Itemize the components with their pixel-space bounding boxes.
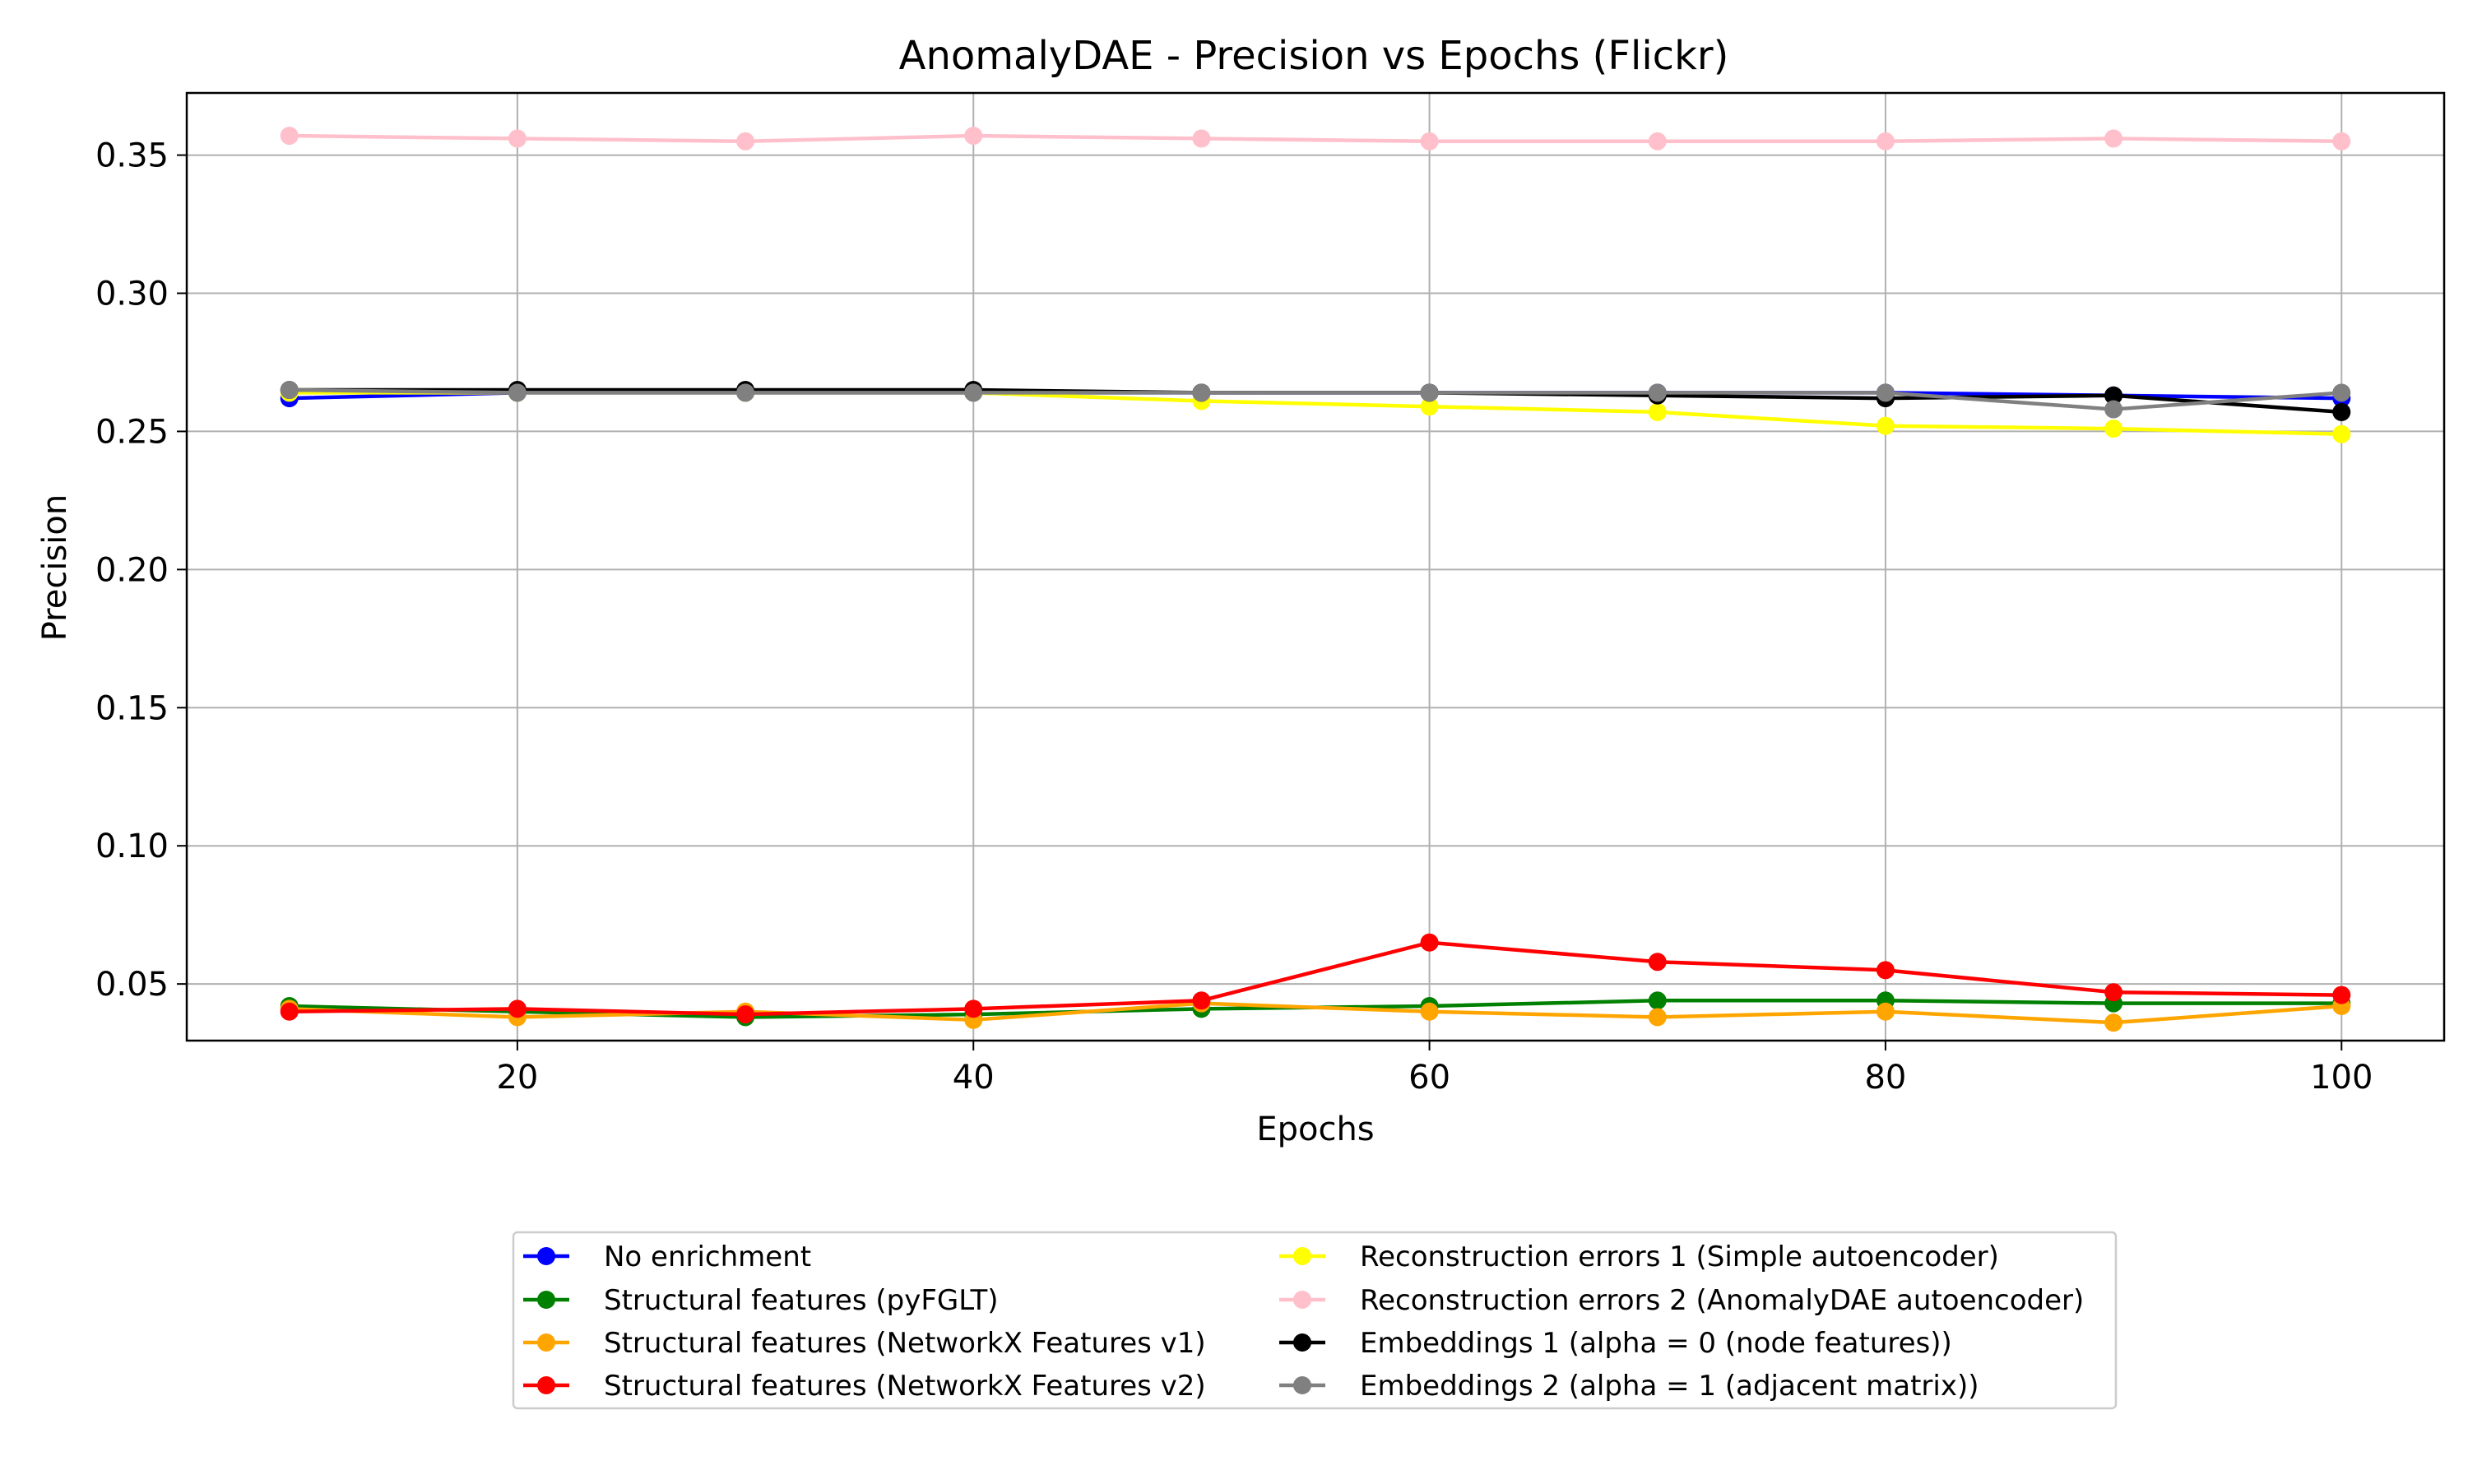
data-point bbox=[736, 383, 755, 402]
legend-swatch-marker bbox=[537, 1376, 555, 1394]
data-point bbox=[2332, 383, 2351, 402]
legend-label: Reconstruction errors 2 (AnomalyDAE auto… bbox=[1360, 1284, 2084, 1317]
legend-swatch-marker bbox=[537, 1291, 555, 1309]
data-point bbox=[1192, 991, 1211, 1010]
x-tick-label: 20 bbox=[496, 1059, 538, 1097]
data-point bbox=[1876, 416, 1895, 435]
data-point bbox=[736, 1005, 755, 1024]
data-point bbox=[1420, 383, 1439, 402]
legend: No enrichment Structural features (pyFGLT… bbox=[512, 1231, 2118, 1410]
data-point bbox=[2332, 985, 2351, 1004]
legend-swatch-marker bbox=[1293, 1247, 1311, 1265]
legend-entry-4: Reconstruction errors 1 (Simple autoenco… bbox=[1279, 1241, 1999, 1273]
data-point bbox=[1648, 953, 1667, 972]
data-point bbox=[1876, 132, 1895, 151]
data-point bbox=[2104, 129, 2123, 148]
data-point bbox=[2104, 420, 2123, 438]
legend-label: Reconstruction errors 1 (Simple autoenco… bbox=[1360, 1241, 1999, 1273]
data-point bbox=[2332, 424, 2351, 443]
legend-entry-0: No enrichment bbox=[523, 1241, 811, 1273]
data-point bbox=[280, 381, 299, 400]
legend-entry-2: Structural features (NetworkX Features v… bbox=[523, 1327, 1206, 1360]
data-point bbox=[1420, 1002, 1439, 1021]
x-tick-label: 60 bbox=[1408, 1059, 1450, 1097]
data-point bbox=[1420, 397, 1439, 416]
data-point bbox=[1648, 1008, 1667, 1027]
legend-swatch-marker bbox=[537, 1247, 555, 1265]
data-point bbox=[2104, 386, 2123, 405]
data-point bbox=[1876, 961, 1895, 980]
legend-swatch-marker bbox=[537, 1333, 555, 1352]
data-point bbox=[508, 129, 527, 148]
data-point bbox=[736, 132, 755, 151]
x-tick-label: 100 bbox=[2310, 1059, 2373, 1097]
legend-swatch-marker bbox=[1293, 1291, 1311, 1309]
chart-title: AnomalyDAE - Precision vs Epochs (Flickr… bbox=[899, 33, 1729, 79]
legend-entry-6: Embeddings 1 (alpha = 0 (node features)) bbox=[1279, 1327, 1952, 1360]
data-point bbox=[1420, 132, 1439, 151]
series-line bbox=[287, 1001, 2344, 1025]
x-tick-label: 40 bbox=[953, 1059, 995, 1097]
data-point bbox=[1420, 933, 1439, 952]
data-point bbox=[1876, 383, 1895, 402]
legend-entry-1: Structural features (pyFGLT) bbox=[523, 1284, 999, 1317]
data-point bbox=[1648, 991, 1667, 1010]
y-tick-label: 0.05 bbox=[95, 966, 169, 1004]
series-line bbox=[287, 940, 2344, 1017]
data-point bbox=[2332, 402, 2351, 421]
x-tick-label: 80 bbox=[1864, 1059, 1906, 1097]
data-point bbox=[1648, 132, 1667, 151]
series-7 bbox=[280, 381, 2351, 419]
y-tick-label: 0.10 bbox=[95, 828, 169, 865]
legend-label: Embeddings 2 (alpha = 1 (adjacent matrix… bbox=[1360, 1370, 1979, 1403]
plot-frame bbox=[185, 91, 2446, 1042]
data-point bbox=[1648, 383, 1667, 402]
data-point bbox=[964, 383, 983, 402]
y-tick-label: 0.30 bbox=[95, 275, 169, 313]
data-point bbox=[2104, 983, 2123, 1002]
legend-entry-3: Structural features (NetworkX Features v… bbox=[523, 1370, 1206, 1403]
y-tick-label: 0.20 bbox=[95, 551, 169, 589]
data-point bbox=[1192, 129, 1211, 148]
legend-swatch-marker bbox=[1293, 1376, 1311, 1394]
x-axis-label: Epochs bbox=[1256, 1111, 1374, 1148]
data-point bbox=[1876, 1002, 1895, 1021]
data-point bbox=[964, 127, 983, 146]
y-tick-label: 0.35 bbox=[95, 137, 169, 175]
y-tick-label: 0.25 bbox=[95, 413, 169, 451]
y-axis-label: Precision bbox=[36, 494, 74, 641]
series-line bbox=[287, 133, 2344, 144]
data-point bbox=[1192, 383, 1211, 402]
legend-entry-5: Reconstruction errors 2 (AnomalyDAE auto… bbox=[1279, 1284, 2084, 1317]
data-point bbox=[2104, 400, 2123, 419]
legend-label: Structural features (pyFGLT) bbox=[604, 1284, 999, 1317]
data-point bbox=[508, 999, 527, 1018]
data-point bbox=[2104, 1013, 2123, 1032]
legend-entry-7: Embeddings 2 (alpha = 1 (adjacent matrix… bbox=[1279, 1370, 1979, 1403]
series-line bbox=[287, 387, 2344, 411]
data-point bbox=[508, 383, 527, 402]
y-tick-label: 0.15 bbox=[95, 689, 169, 727]
series-5 bbox=[280, 127, 2351, 151]
data-point bbox=[280, 1002, 299, 1021]
legend-frame bbox=[512, 1231, 2118, 1410]
data-point bbox=[2332, 132, 2351, 151]
data-point bbox=[1648, 402, 1667, 421]
data-point bbox=[964, 999, 983, 1018]
legend-label: No enrichment bbox=[604, 1241, 811, 1273]
legend-swatch-marker bbox=[1293, 1333, 1311, 1352]
legend-label: Structural features (NetworkX Features v… bbox=[604, 1327, 1206, 1360]
data-point bbox=[280, 127, 299, 146]
series-3 bbox=[280, 933, 2351, 1024]
legend-label: Embeddings 1 (alpha = 0 (node features)) bbox=[1360, 1327, 1952, 1360]
legend-label: Structural features (NetworkX Features v… bbox=[604, 1370, 1206, 1403]
